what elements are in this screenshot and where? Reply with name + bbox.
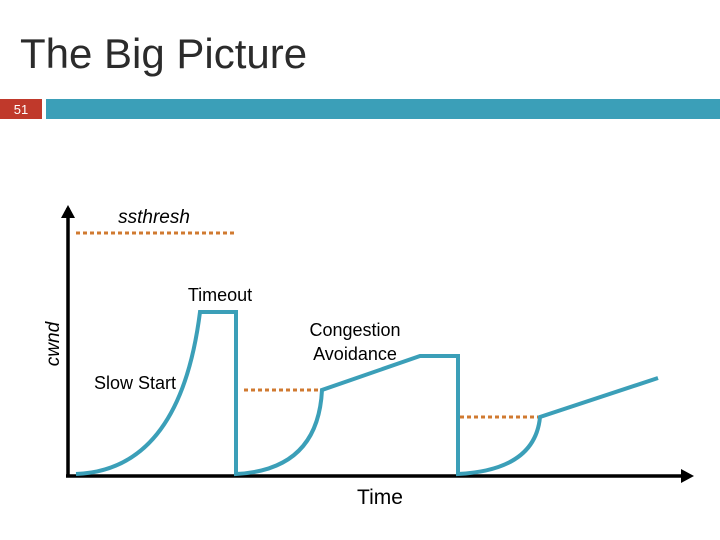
x-axis-arrowhead [681, 469, 694, 483]
timeout-label: Timeout [188, 285, 252, 305]
header-bar [46, 99, 720, 119]
slow-start-label: Slow Start [94, 373, 176, 393]
slide-number-badge: 51 [0, 99, 42, 119]
y-axis-arrowhead [61, 205, 75, 218]
congestion-avoidance-label-line1: Congestion [309, 320, 400, 340]
slide-number: 51 [13, 101, 29, 117]
y-axis-label: cwnd [43, 320, 64, 366]
cwnd-curve [75, 310, 659, 477]
x-axis-label: Time [357, 486, 403, 509]
congestion-avoidance-label-line2: Avoidance [313, 344, 397, 364]
ssthresh-label: ssthresh [118, 207, 190, 228]
slide-title: The Big Picture [20, 30, 308, 77]
